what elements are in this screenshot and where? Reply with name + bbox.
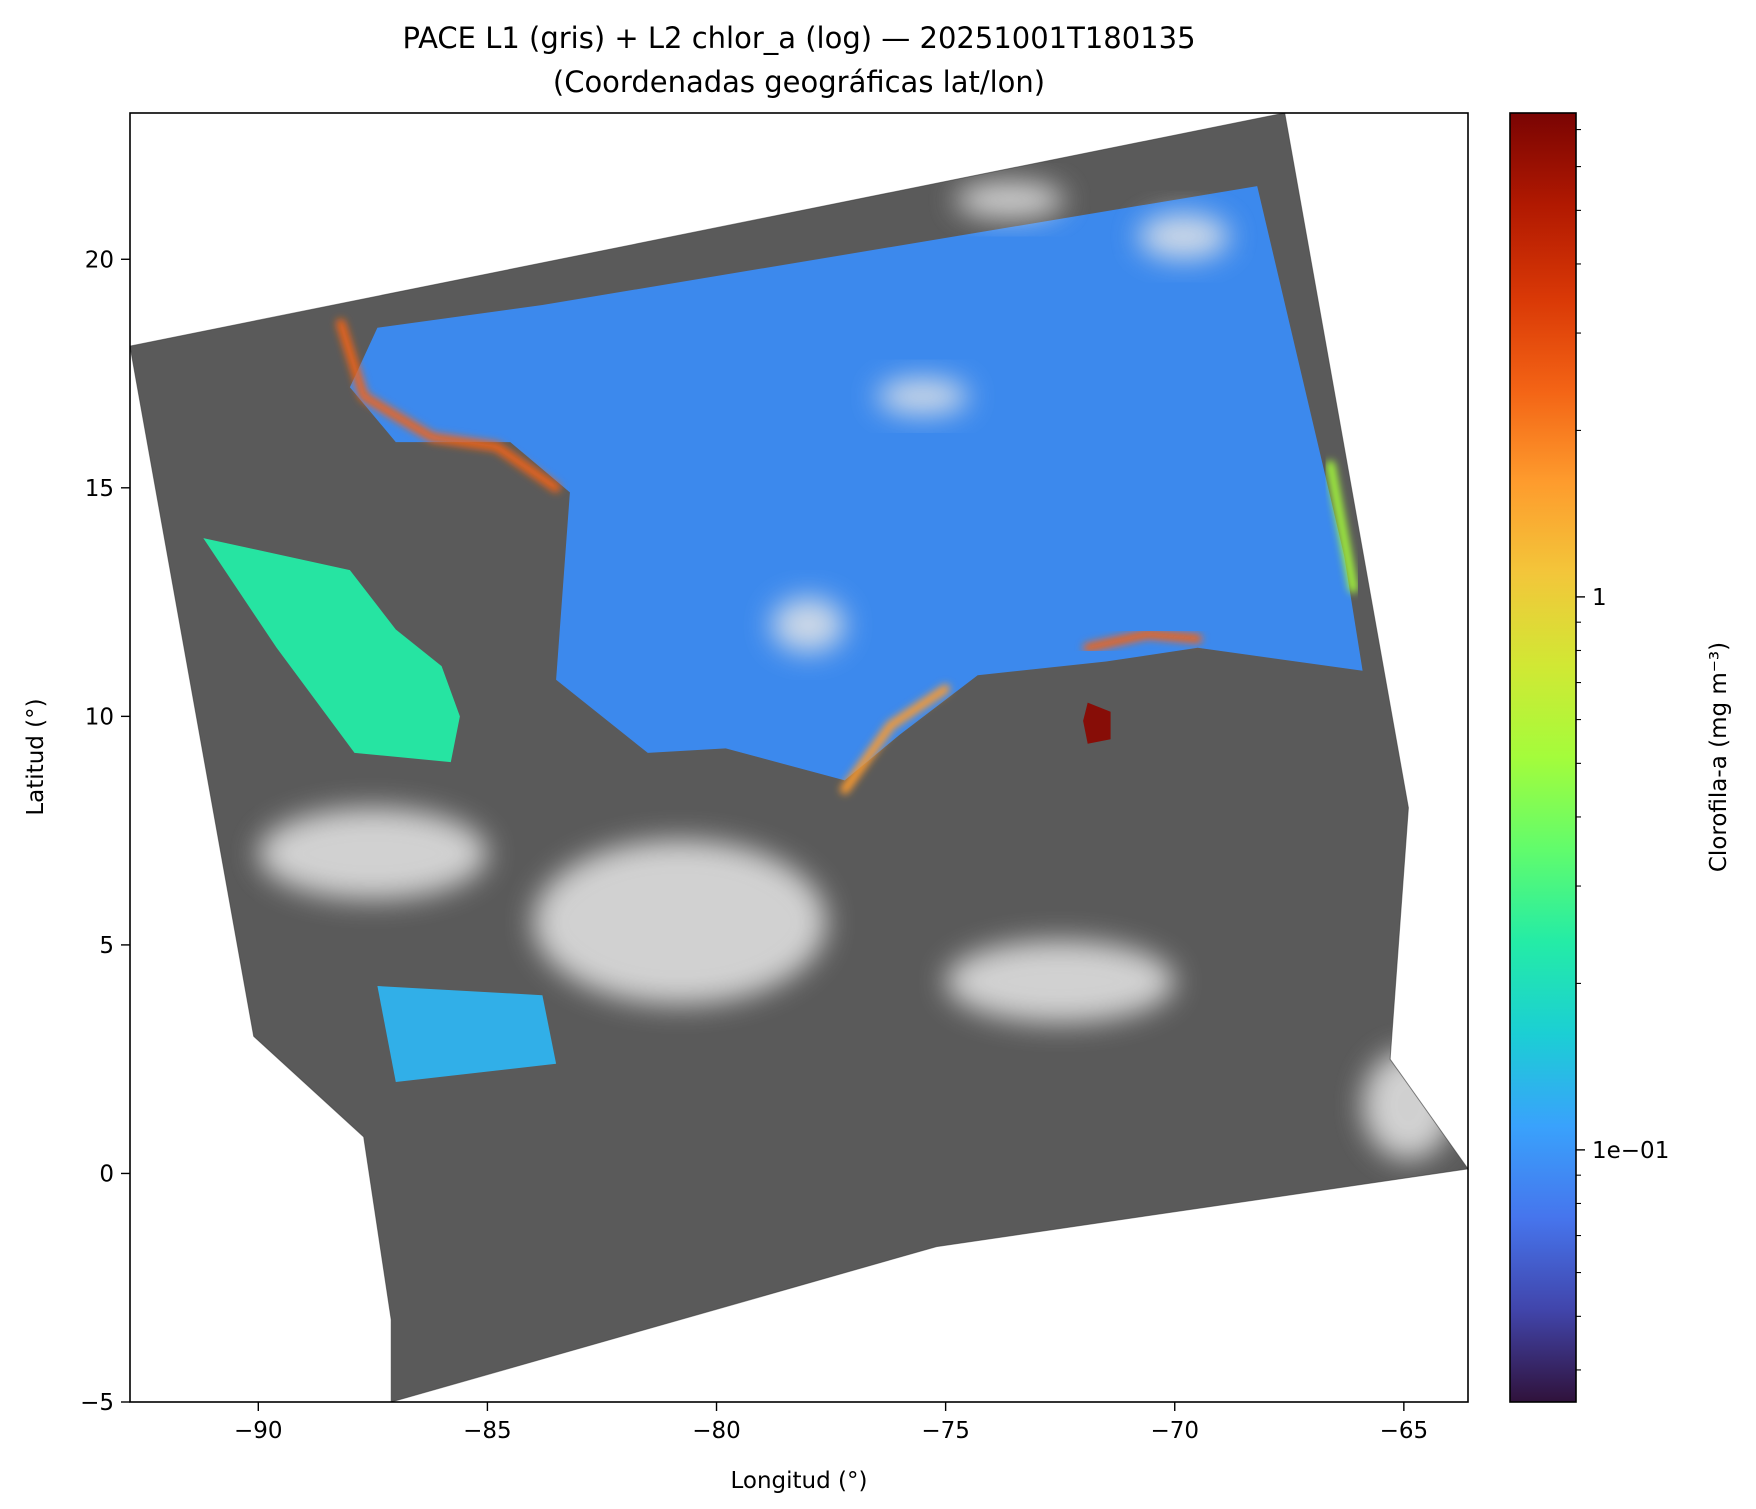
colorbar-frame [1509,112,1577,1403]
plot-frame [129,112,1469,1403]
chlorophyll-region [1083,702,1111,744]
colorbar-ticks: 1 1e−01 [1576,129,1669,1371]
x-axis: −90 −85 −80 −75 −70 −65 [234,1402,1428,1444]
cloud-blob [876,378,969,415]
chlorophyll-ocean-layer [203,186,1363,1082]
cloud-blob [1138,213,1230,260]
y-tick-label: −5 [80,1390,114,1416]
colorbar-gradient [1510,113,1576,1402]
cloud-blob [258,807,488,900]
swath-outline [129,112,1469,1403]
plot-area [130,113,1468,1402]
x-axis-label: Longitud (°) [730,1468,867,1494]
y-tick-label: 15 [85,476,114,502]
cloud-blob [1362,1050,1455,1160]
chlorophyll-region [203,538,460,763]
chart-subtitle: (Coordenadas geográficas lat/lon) [553,65,1045,99]
colorbar: 1 1e−01 Clorofila-a (mg m⁻³) [1509,112,1732,1403]
coastal-chlorophyll-band [840,684,951,794]
y-axis: −5 0 5 10 15 20 [80,247,130,1416]
chlorophyll-region [377,986,557,1082]
y-tick-label: 0 [99,1161,114,1187]
chart-title: PACE L1 (gris) + L2 chlor_a (log) — 2025… [402,21,1195,55]
swath-image [130,113,1468,1402]
colorbar-tick-label: 1e−01 [1592,1138,1669,1164]
y-tick-label: 10 [85,704,114,730]
cloud-blob [954,181,1065,219]
colorbar-tick-label: 1 [1592,585,1607,611]
x-tick-label: −65 [1380,1418,1429,1444]
x-tick-label: −75 [921,1418,970,1444]
cloud-blob [533,839,827,1005]
cloud-blob [945,940,1175,1023]
cloud-blob [771,597,845,653]
y-axis-label: Latitud (°) [23,698,49,815]
chlorophyll-region [349,186,1363,781]
x-tick-label: −90 [234,1418,283,1444]
colorbar-label: Clorofila-a (mg m⁻³) [1706,642,1732,872]
y-tick-label: 20 [85,247,114,273]
x-tick-label: −80 [692,1418,741,1444]
x-tick-label: −85 [463,1418,512,1444]
coastal-high-chlorophyll-layer [336,318,1358,794]
coastal-chlorophyll-band [336,318,561,493]
y-tick-label: 5 [99,933,114,959]
coastal-chlorophyll-band [1083,629,1203,653]
coastal-chlorophyll-band [1326,460,1358,593]
x-tick-label: −70 [1150,1418,1199,1444]
cloud-layer [258,181,1455,1160]
